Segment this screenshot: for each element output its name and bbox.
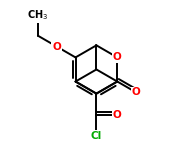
Text: O: O [52, 42, 61, 51]
Text: O: O [132, 87, 140, 97]
Text: CH$_3$: CH$_3$ [27, 8, 49, 22]
Text: O: O [113, 110, 121, 120]
Text: Cl: Cl [91, 131, 102, 141]
Text: O: O [113, 52, 122, 62]
